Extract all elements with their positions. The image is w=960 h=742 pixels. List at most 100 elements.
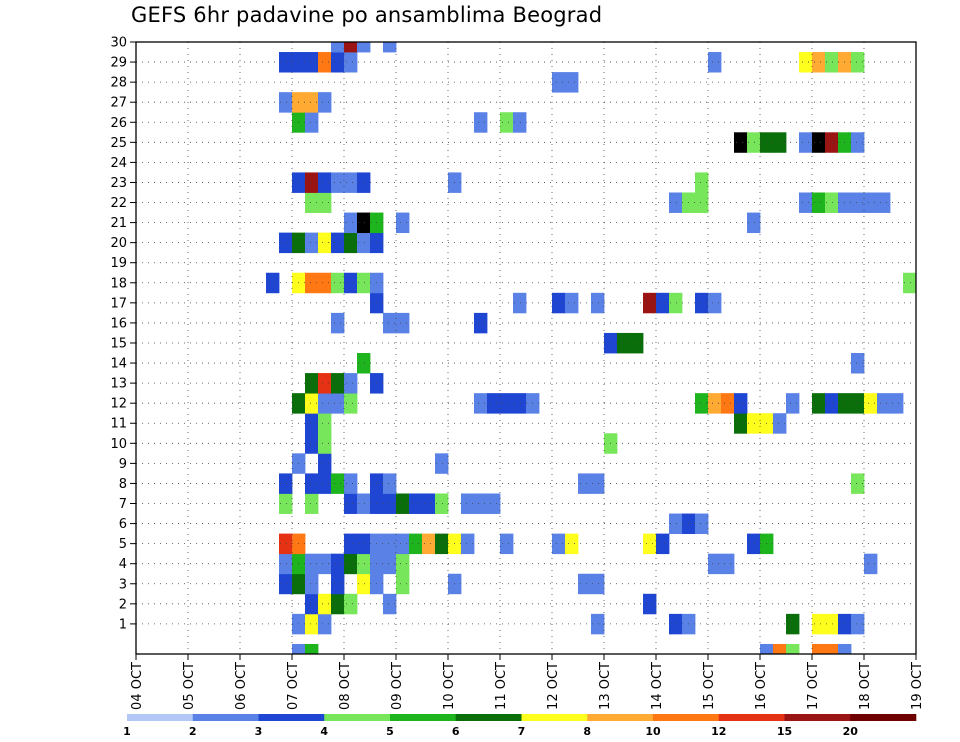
heatmap-cell [591, 573, 605, 595]
heatmap-cell [812, 52, 826, 73]
heatmap-cell [266, 272, 280, 294]
colorbar-swatch [455, 714, 522, 721]
heatmap-cell [825, 192, 839, 213]
heatmap-cell [812, 643, 826, 655]
heatmap-cell [318, 453, 332, 474]
y-tick-label: 11 [110, 417, 127, 432]
colorbar-swatch [850, 714, 917, 721]
heatmap-cell [435, 493, 449, 514]
heatmap-cell [344, 172, 358, 193]
heatmap-cell [409, 493, 423, 514]
heatmap-cell [318, 92, 332, 113]
heatmap-cells [266, 42, 917, 655]
y-tick-label: 30 [110, 36, 127, 51]
x-tick-label: 10 OCT [442, 662, 457, 710]
heatmap-cell [422, 533, 436, 555]
heatmap-cell [396, 312, 410, 334]
heatmap-cell [305, 373, 319, 394]
plot-frame [135, 41, 917, 655]
y-tick-label: 6 [119, 517, 127, 532]
heatmap-cell [695, 192, 709, 213]
heatmap-cell [318, 433, 332, 454]
colorbar-tick-label: 10 [645, 725, 661, 738]
heatmap-cell [357, 172, 371, 193]
heatmap-cell [305, 593, 319, 615]
heatmap-cell [396, 493, 410, 514]
heatmap-cell [396, 212, 410, 234]
heatmap-cell [643, 593, 657, 615]
heatmap-cell [708, 52, 722, 73]
heatmap-cell [773, 413, 787, 434]
heatmap-cell [383, 473, 397, 494]
heatmap-cell [565, 292, 579, 314]
heatmap-cell [305, 643, 319, 655]
x-tick-label: 14 OCT [650, 662, 665, 710]
heatmap-cell [331, 52, 345, 73]
colorbar-swatch [192, 714, 259, 721]
heatmap-cell [487, 493, 501, 514]
heatmap-cell [721, 393, 735, 414]
heatmap-cell [305, 553, 319, 575]
heatmap-cell [669, 613, 683, 635]
x-tick-label: 12 OCT [546, 662, 561, 710]
heatmap-cell [552, 72, 566, 93]
colorbar-tick-label: 15 [777, 725, 792, 738]
heatmap-cell [565, 533, 579, 555]
heatmap-cell [357, 272, 371, 294]
heatmap-cell [591, 613, 605, 635]
heatmap-cell [383, 533, 397, 555]
colorbar-tick-label: 6 [452, 725, 460, 738]
heatmap-cell [851, 473, 865, 494]
heatmap-cell [344, 52, 358, 73]
heatmap-cell [734, 413, 748, 434]
heatmap-cell [838, 643, 852, 655]
heatmap-cell [279, 493, 293, 514]
heatmap-cell [812, 393, 826, 414]
heatmap-cell [357, 212, 371, 234]
heatmap-cell [799, 52, 813, 73]
y-tick-label: 9 [119, 457, 127, 472]
heatmap-cell [500, 393, 514, 414]
heatmap-cell [383, 553, 397, 575]
heatmap-cell [825, 52, 839, 73]
heatmap-cell [851, 353, 865, 374]
heatmap-cell [279, 473, 293, 494]
heatmap-cell [565, 72, 579, 93]
y-tick-label: 29 [110, 56, 127, 71]
heatmap-cell [435, 533, 449, 555]
heatmap-cell [734, 393, 748, 414]
x-tick-label: 15 OCT [702, 662, 717, 710]
heatmap-cell [812, 132, 826, 153]
heatmap-cell [318, 393, 332, 414]
heatmap-cell [825, 643, 839, 655]
heatmap-cell [396, 533, 410, 555]
heatmap-cell [877, 393, 891, 414]
y-tick-label: 15 [110, 336, 127, 351]
heatmap-cell [344, 593, 358, 615]
heatmap-cell [500, 112, 514, 133]
y-tick-label: 18 [110, 276, 127, 291]
heatmap-cell [552, 292, 566, 314]
y-tick-label: 1 [119, 617, 127, 632]
heatmap-cell [708, 553, 722, 575]
heatmap-cell [669, 192, 683, 213]
heatmap-cell [773, 643, 787, 655]
colorbar-swatch [587, 714, 654, 721]
heatmap-cell [747, 212, 761, 234]
heatmap-cell [318, 52, 332, 73]
heatmap-cell [578, 573, 592, 595]
heatmap-cell [474, 312, 488, 334]
colorbar-tick-label: 3 [255, 725, 263, 738]
x-tick-label: 04 OCT [130, 662, 145, 710]
heatmap-cell [721, 553, 735, 575]
heatmap-cell [708, 292, 722, 314]
y-tick-label: 17 [110, 296, 127, 311]
colorbar-swatch [258, 714, 325, 721]
y-tick-label: 3 [119, 577, 127, 592]
heatmap-cell [656, 292, 670, 314]
heatmap-cell [786, 393, 800, 414]
heatmap-cell [695, 172, 709, 193]
y-tick-label: 19 [110, 256, 127, 271]
x-tick-label: 18 OCT [858, 662, 873, 710]
